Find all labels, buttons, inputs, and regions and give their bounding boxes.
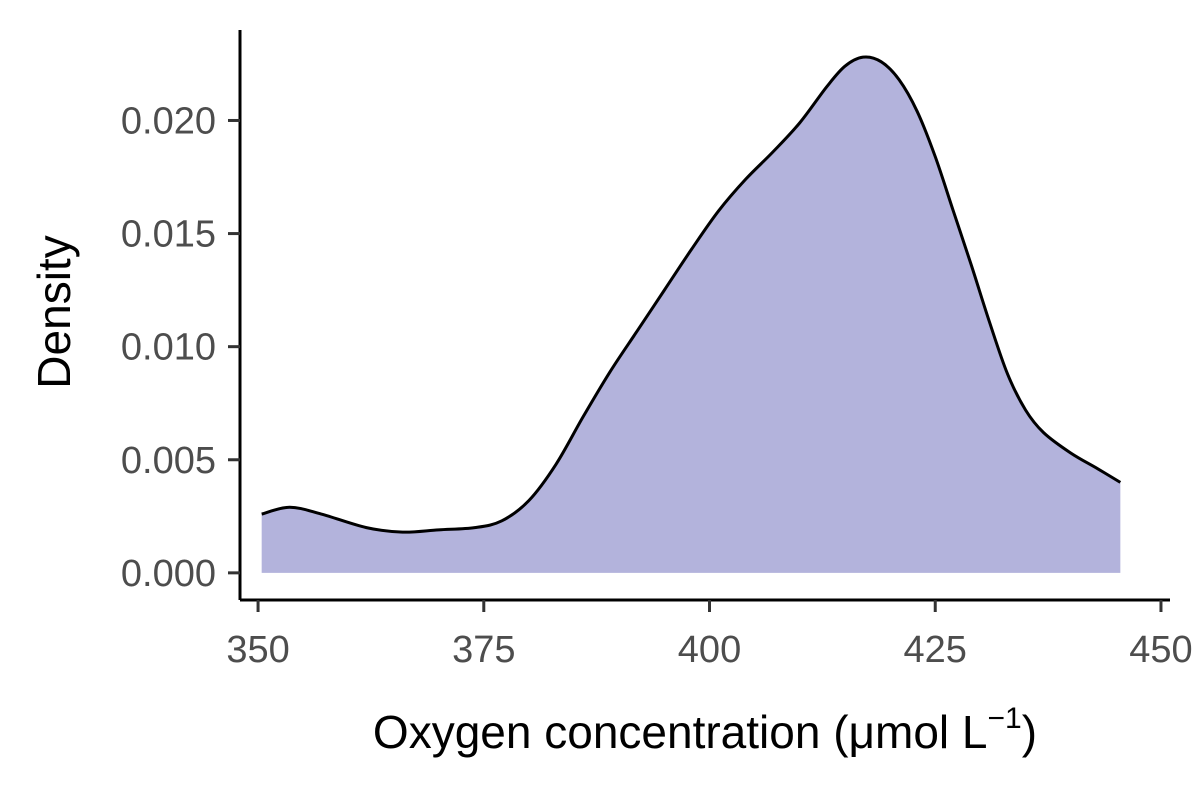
x-axis-title-unit: μmol L — [849, 706, 988, 758]
y-tick-label: 0.020 — [121, 100, 216, 142]
x-tick-label: 375 — [452, 629, 515, 671]
y-axis: 0.000 0.005 0.010 0.015 0.020 — [121, 30, 242, 600]
y-axis-title: Density — [28, 235, 80, 388]
density-curve-line — [261, 55, 1122, 534]
x-axis-title-main: Oxygen concentration ( — [373, 706, 849, 758]
x-axis-title: Oxygen concentration (μmol L−1) — [373, 702, 1037, 758]
x-axis: 350 375 400 425 450 — [226, 598, 1193, 671]
x-axis-title-close: ) — [1022, 706, 1037, 758]
y-tick-label: 0.000 — [121, 553, 216, 595]
y-tick-label: 0.010 — [121, 327, 216, 369]
x-axis-title-superscript: −1 — [988, 702, 1022, 735]
density-area-fill — [261, 56, 1121, 573]
x-tick-label: 350 — [226, 629, 289, 671]
y-tick-label: 0.015 — [121, 214, 216, 256]
x-tick-label: 425 — [904, 629, 967, 671]
x-tick-label: 450 — [1129, 629, 1192, 671]
plot-area — [261, 55, 1122, 573]
y-tick-label: 0.005 — [121, 440, 216, 482]
x-tick-label: 400 — [678, 629, 741, 671]
